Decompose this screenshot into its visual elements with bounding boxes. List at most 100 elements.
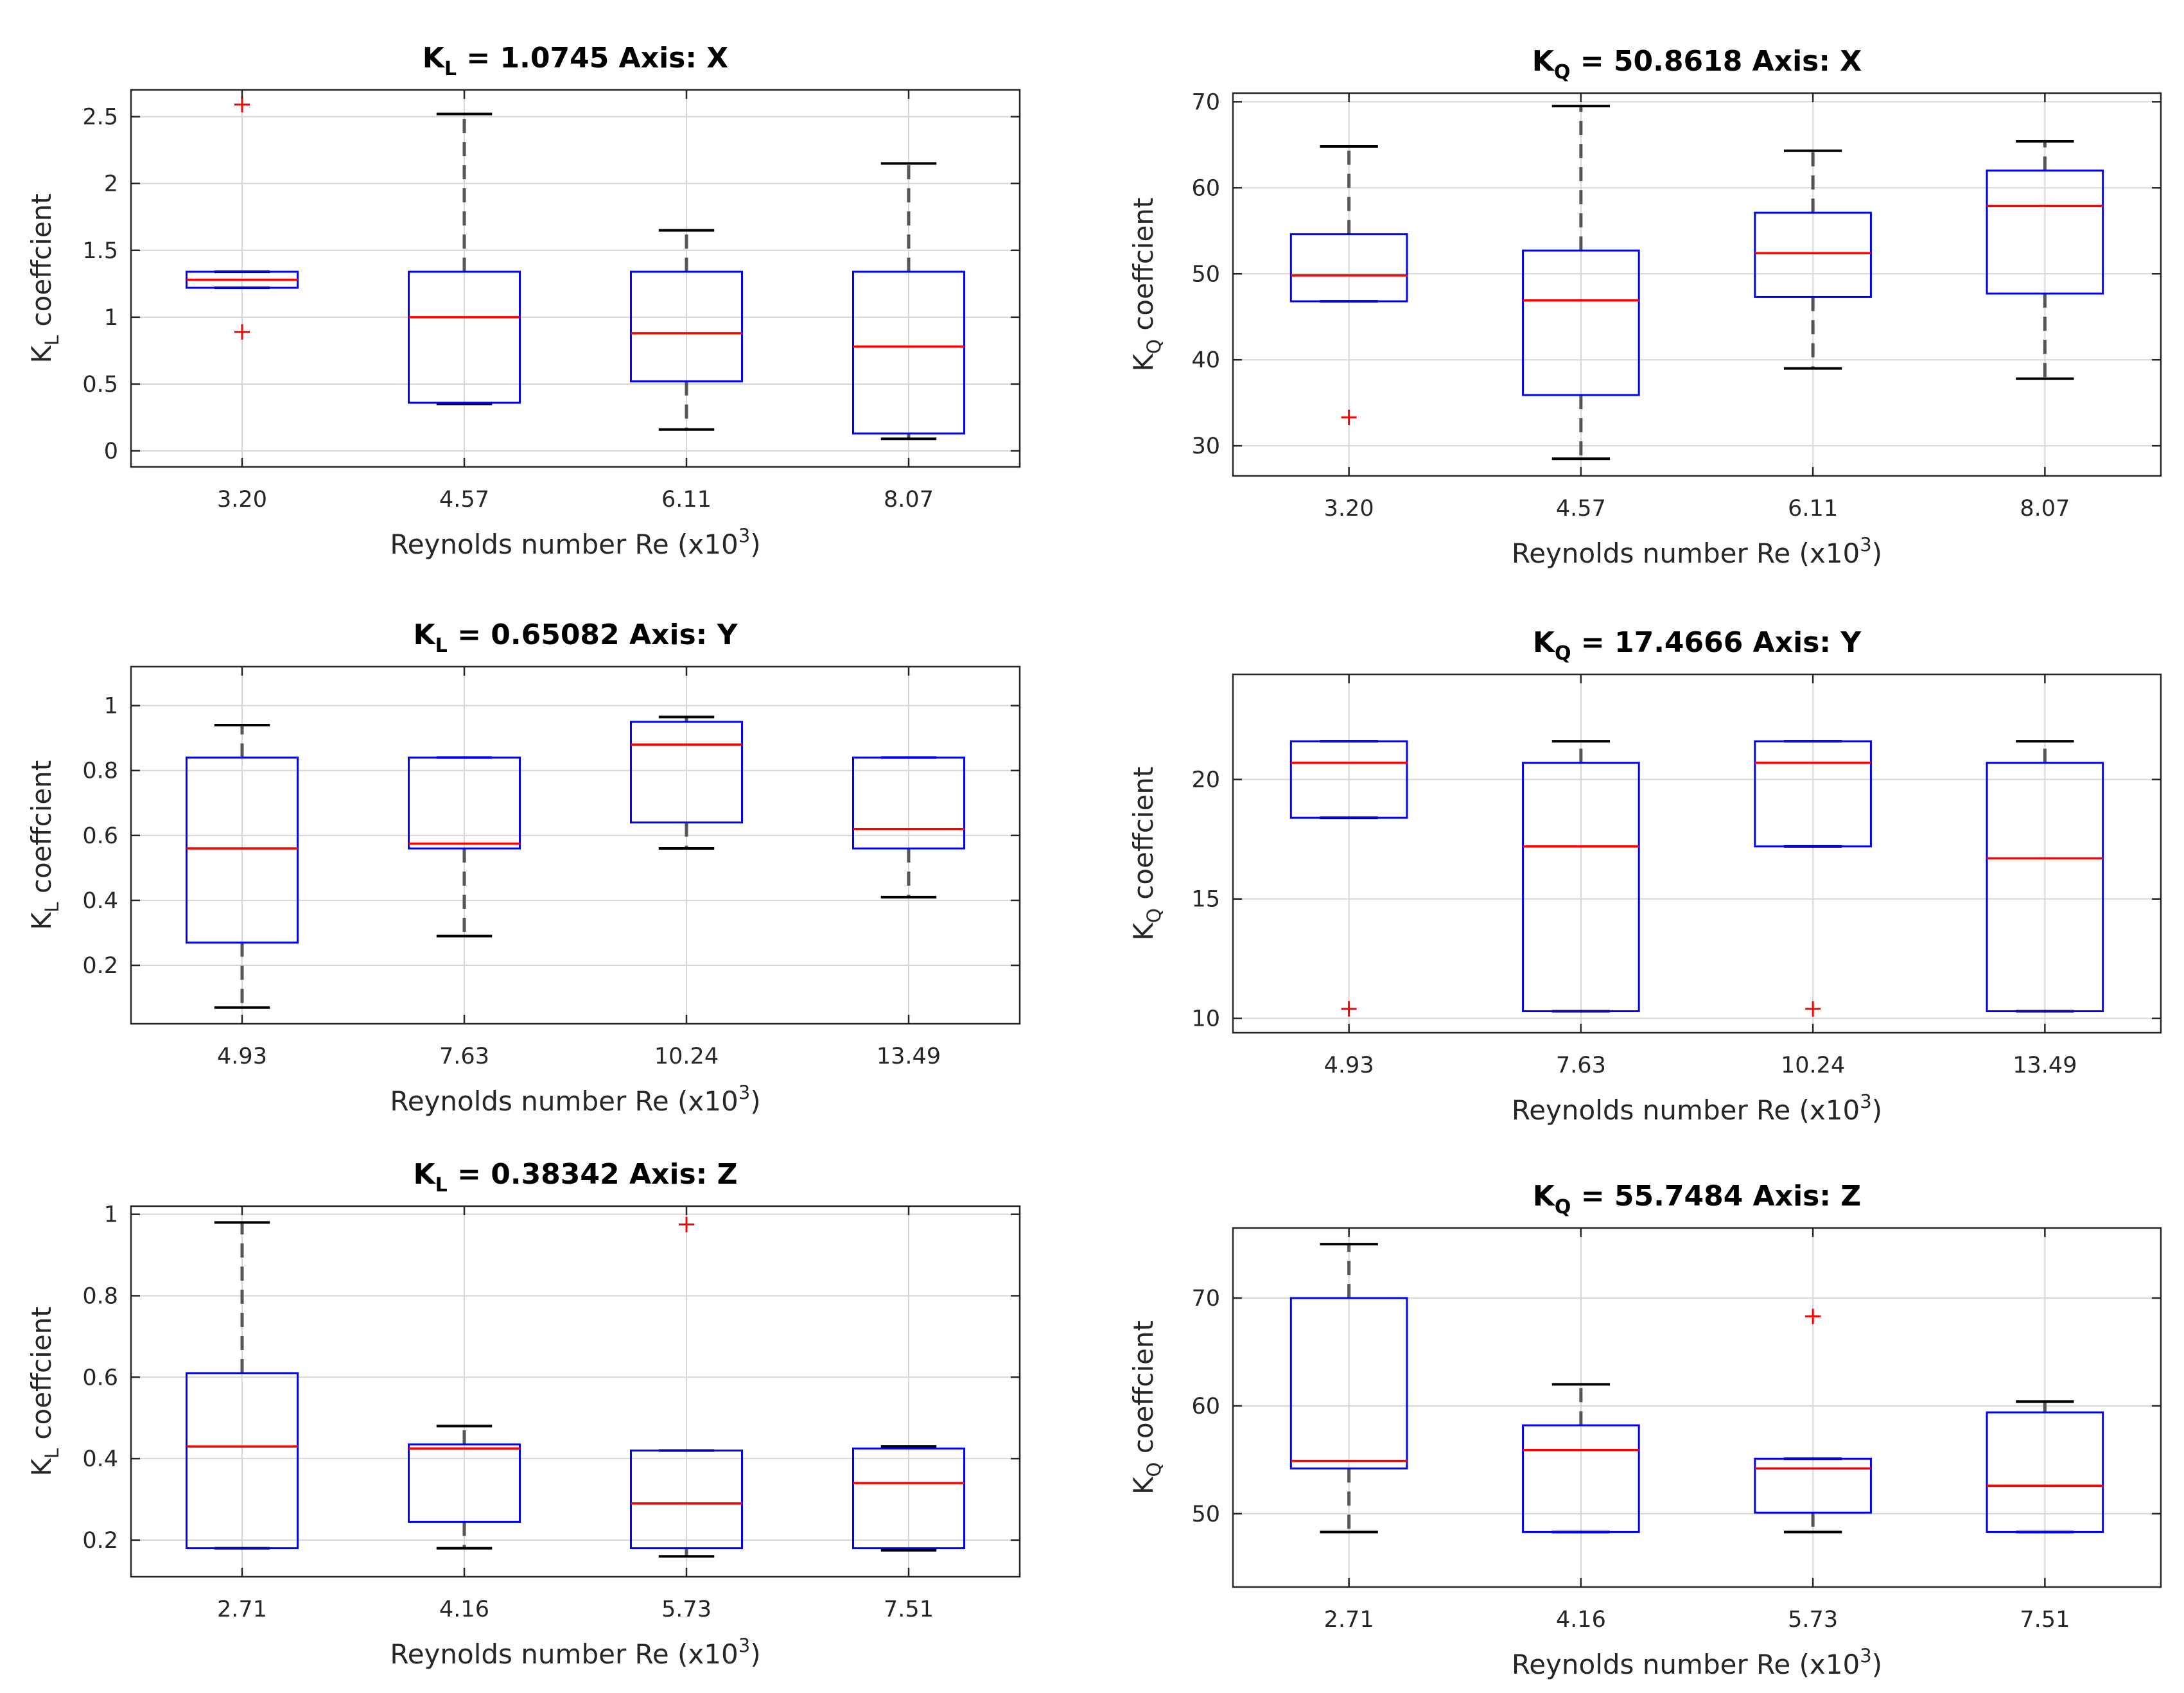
x-tick-label: 4.57: [439, 487, 489, 513]
x-tick-label: 4.93: [1324, 1053, 1374, 1078]
y-tick-label: 10: [1191, 1006, 1220, 1032]
axes-frame: [1232, 673, 2162, 1034]
x-axis-label: Reynolds number Re (x103): [1512, 1645, 1882, 1680]
y-tick-label: 20: [1191, 768, 1220, 793]
box-13.49: [852, 756, 965, 899]
x-tick-label: 7.63: [1556, 1053, 1606, 1078]
outlier-marker: [1341, 409, 1357, 425]
y-tick-label: 60: [1191, 175, 1220, 201]
boxplot-panel-6: 50 60 70 2.71 4.16 5.73 7.51 KQ = 55.7484 Axis:…: [1128, 1180, 2162, 1680]
x-tick-label: 4.16: [439, 1597, 489, 1622]
axes-frame: [130, 89, 1021, 468]
box-iqr: [1289, 1297, 1408, 1469]
outlier-marker: [1341, 1001, 1357, 1017]
box-iqr: [408, 757, 521, 850]
box-iqr: [630, 721, 743, 824]
y-tick-label: 30: [1191, 434, 1220, 459]
boxplot-panel-4: 10 15 20 4.93 7.63 10.24 13.49 KQ = 17.4666 Axi…: [1128, 626, 2162, 1126]
y-tick-label: 0.2: [82, 953, 118, 979]
box-5.73: [630, 1216, 743, 1558]
y-axis-label: KQ coeffcient: [1128, 767, 1165, 941]
box-3.20: [1289, 145, 1408, 425]
box-iqr: [852, 1447, 965, 1550]
box-iqr: [1289, 740, 1408, 819]
boxplot-panel-2: 30 40 50 60 70 3.20 4.57 6.11 8.07 KQ = 50.8618 A…: [1128, 45, 2162, 569]
box-iqr: [408, 270, 521, 404]
y-tick-label: 0.8: [82, 759, 118, 784]
y-axis-label: KL coeffcient: [26, 1306, 63, 1476]
x-axis-label: Reynolds number Re (x103): [390, 525, 760, 560]
axes-frame: [1232, 1227, 2162, 1588]
x-axis-label: Reynolds number Re (x103): [1512, 1091, 1882, 1126]
x-tick-label: 7.63: [439, 1044, 489, 1069]
panel-title: KL = 1.0745 Axis: X: [423, 42, 728, 80]
y-axis-label: KQ coeffcient: [1128, 1320, 1165, 1495]
outlier-marker: [234, 96, 250, 112]
x-axis-label: Reynolds number Re (x103): [390, 1082, 760, 1117]
box-7.63: [1522, 740, 1640, 1013]
x-tick-label: 2.71: [1324, 1607, 1374, 1633]
x-tick-label: 8.07: [884, 487, 934, 513]
box-iqr: [630, 270, 743, 383]
box-iqr: [1986, 170, 2104, 295]
panel-title: KL = 0.65082 Axis: Y: [414, 618, 738, 657]
box-2.71: [1289, 1243, 1408, 1534]
box-10.24: [1754, 740, 1872, 1017]
x-tick-label: 7.51: [884, 1597, 934, 1622]
box-4.16: [408, 1425, 521, 1550]
x-tick-label: 10.24: [1781, 1053, 1845, 1078]
y-tick-label: 50: [1191, 261, 1220, 287]
y-axis-label: KL coeffcient: [26, 760, 63, 930]
box-iqr: [852, 270, 965, 435]
y-axis-label: KQ coeffcient: [1128, 198, 1165, 372]
box-13.49: [1986, 740, 2104, 1013]
y-tick-label: 40: [1191, 347, 1220, 373]
x-tick-label: 4.16: [1556, 1607, 1606, 1633]
panel-title: KL = 0.38342 Axis: Z: [414, 1158, 738, 1197]
box-7.51: [852, 1445, 965, 1552]
box-iqr: [630, 1449, 743, 1550]
y-tick-label: 1: [104, 694, 118, 719]
y-tick-label: 1: [104, 1202, 118, 1228]
x-tick-label: 13.49: [877, 1044, 941, 1069]
boxplot-panel-5: 0.2 0.4 0.6 0.8 1 2.71 4.16 5.73 7.51 KL = 0.3834…: [26, 1158, 1021, 1670]
box-iqr: [186, 757, 299, 944]
x-tick-label: 4.93: [217, 1044, 267, 1069]
y-tick-label: 0.4: [82, 1446, 118, 1472]
box-iqr: [1522, 1424, 1640, 1533]
x-tick-label: 7.51: [2020, 1607, 2070, 1633]
box-iqr: [1986, 1411, 2104, 1533]
y-tick-label: 1: [104, 305, 118, 331]
box-4.93: [1289, 740, 1408, 1017]
x-tick-label: 2.71: [217, 1597, 267, 1622]
panel-title: KQ = 50.8618 Axis: X: [1532, 45, 1862, 83]
box-6.11: [1754, 149, 1872, 370]
y-tick-label: 1.5: [82, 238, 118, 264]
box-7.51: [1986, 1400, 2104, 1534]
box-iqr: [1522, 249, 1640, 396]
x-tick-label: 4.57: [1556, 496, 1606, 522]
y-tick-label: 0.4: [82, 888, 118, 914]
x-tick-label: 8.07: [2020, 496, 2070, 522]
x-tick-label: 6.11: [661, 487, 712, 513]
x-tick-label: 5.73: [1788, 1607, 1838, 1633]
outlier-marker: [679, 1216, 694, 1232]
box-iqr: [1754, 211, 1872, 298]
box-8.07: [852, 162, 965, 441]
box-7.63: [408, 756, 521, 938]
y-tick-label: 0.6: [82, 1365, 118, 1390]
box-4.57: [1522, 105, 1640, 461]
box-2.71: [186, 1221, 299, 1550]
y-tick-label: 50: [1191, 1502, 1220, 1527]
box-iqr: [408, 1443, 521, 1523]
box-8.07: [1986, 140, 2104, 380]
box-4.16: [1522, 1383, 1640, 1534]
panel-title: KQ = 17.4666 Axis: Y: [1533, 626, 1862, 665]
boxplot-panel-3: 0.2 0.4 0.6 0.8 1 4.93 7.63 10.24 13.49 KL = 0.65…: [26, 618, 1021, 1117]
boxplot-panel-1: 0 0.5 1 1.5 2 2.5 3.20 4.57 6.11 8.07 KL = 1.0745 …: [26, 42, 1021, 560]
outlier-marker: [1805, 1001, 1821, 1017]
box-6.11: [630, 229, 743, 431]
x-tick-label: 6.11: [1788, 496, 1838, 522]
box-5.73: [1754, 1308, 1872, 1534]
